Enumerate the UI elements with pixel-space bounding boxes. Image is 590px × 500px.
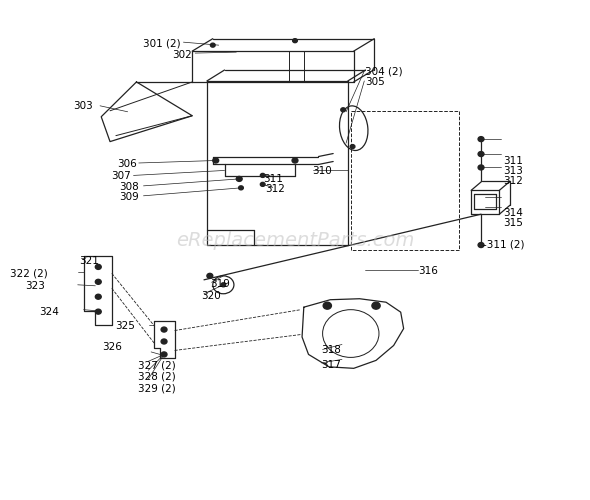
Text: 328 (2): 328 (2) (137, 372, 175, 382)
Text: 307: 307 (111, 172, 130, 181)
Text: 303: 303 (73, 101, 93, 111)
Text: 302: 302 (172, 50, 192, 59)
Text: 321: 321 (80, 256, 99, 266)
Text: 316: 316 (418, 266, 438, 276)
Circle shape (236, 176, 242, 182)
Text: 324: 324 (40, 307, 60, 317)
Circle shape (478, 165, 484, 170)
Text: 325: 325 (116, 320, 135, 330)
Text: -311 (2): -311 (2) (483, 239, 525, 249)
Circle shape (96, 280, 101, 284)
Text: 323: 323 (25, 281, 45, 291)
Text: 318: 318 (322, 346, 341, 356)
Circle shape (161, 352, 167, 357)
Text: 309: 309 (120, 192, 139, 202)
Circle shape (96, 264, 101, 270)
Text: 304 (2): 304 (2) (365, 67, 403, 77)
Text: 326: 326 (102, 342, 122, 352)
Circle shape (238, 186, 243, 190)
Text: 306: 306 (117, 160, 136, 170)
Text: 317: 317 (322, 360, 341, 370)
Circle shape (350, 144, 355, 148)
Text: 310: 310 (313, 166, 332, 176)
Text: 308: 308 (120, 182, 139, 192)
Text: 312: 312 (503, 176, 523, 186)
Text: 311: 311 (503, 156, 523, 166)
Circle shape (161, 339, 167, 344)
Circle shape (478, 242, 484, 248)
Text: 305: 305 (365, 77, 385, 87)
Circle shape (478, 136, 484, 141)
Circle shape (341, 108, 346, 112)
Circle shape (207, 274, 213, 278)
Circle shape (293, 38, 297, 42)
Circle shape (96, 309, 101, 314)
Circle shape (221, 283, 226, 287)
Text: 314: 314 (503, 208, 523, 218)
Circle shape (213, 158, 219, 163)
Circle shape (211, 43, 215, 47)
Circle shape (260, 182, 265, 186)
Circle shape (96, 294, 101, 299)
Text: 329 (2): 329 (2) (137, 383, 175, 393)
Circle shape (323, 302, 332, 309)
Circle shape (260, 174, 265, 178)
Circle shape (161, 327, 167, 332)
Circle shape (292, 158, 298, 163)
Text: 311: 311 (263, 174, 283, 184)
Text: 312: 312 (266, 184, 286, 194)
Text: 301 (2): 301 (2) (143, 38, 181, 48)
Text: 327 (2): 327 (2) (137, 360, 175, 370)
Text: 320: 320 (201, 290, 221, 300)
Text: 313: 313 (503, 166, 523, 176)
Circle shape (478, 152, 484, 156)
Text: 315: 315 (503, 218, 523, 228)
Text: 319: 319 (210, 279, 230, 289)
Text: eReplacementParts.com: eReplacementParts.com (176, 230, 414, 250)
Circle shape (372, 302, 380, 309)
Text: 322 (2): 322 (2) (10, 269, 48, 279)
